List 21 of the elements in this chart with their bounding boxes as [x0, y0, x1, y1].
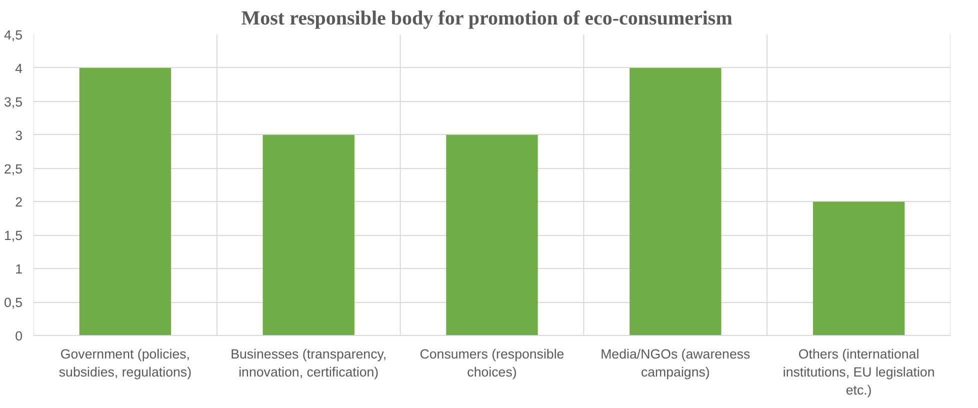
- y-tick-label: 1: [15, 262, 23, 277]
- x-tick-label: Government (policies, subsidies, regulations): [58, 346, 192, 380]
- y-tick-label: 0,5: [4, 295, 23, 310]
- x-tick-label: Others (international institutions, EU legislation etc.): [782, 346, 935, 398]
- y-tick-label: 1,5: [4, 228, 23, 244]
- chart-title: Most responsible body for promotion of eco-consumerism: [241, 8, 733, 30]
- bar: [812, 202, 905, 336]
- x-tick-label: Media/NGOs (awareness campaigns): [600, 346, 751, 380]
- y-tick-label: 0: [15, 328, 23, 344]
- bar: [262, 134, 354, 336]
- y-tick-label: 3,5: [4, 94, 23, 110]
- y-tick-label: 4: [15, 60, 24, 76]
- bar: [79, 68, 172, 336]
- y-tick-label: 2,5: [4, 161, 23, 176]
- x-tick-label: Businesses (transparency, innovation, certification): [230, 346, 387, 380]
- y-tick-label: 3: [15, 128, 23, 143]
- y-tick-label: 2: [15, 194, 23, 210]
- bar: [630, 68, 722, 336]
- y-tick-label: 4,5: [4, 28, 23, 42]
- x-tick-label: Consumers (responsible choices): [420, 346, 564, 380]
- bar: [446, 134, 538, 336]
